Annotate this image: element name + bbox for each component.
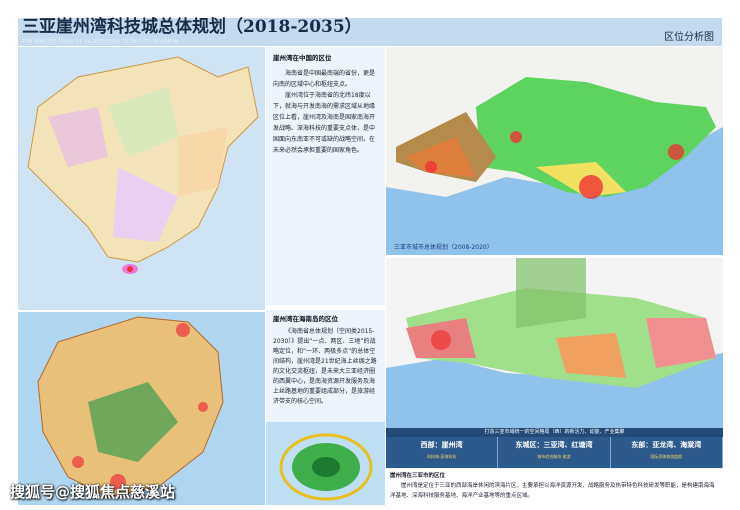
- header-band: 三亚崖州湾科技城总体规划（2018-2035） THE MASTER PLAN …: [18, 18, 722, 46]
- watermark: 搜狐号@搜狐焦点慈溪站: [10, 483, 176, 501]
- cell-title: 西部：崖州湾: [420, 441, 463, 449]
- cell-note: 科技城·深海科技: [427, 454, 457, 459]
- table-cell-east: 东部：亚龙湾、海棠湾 国际滨海旅游度假: [611, 437, 723, 468]
- paragraph: 崖州湾是定位于三亚的西部海岸休闲的滨海片区，主要承担以海洋资源开发、战略服务及热…: [390, 483, 715, 499]
- page-subtitle: THE MASTER PLAN OF YAZHOUWAN TECH CITY I…: [22, 39, 179, 45]
- section-title: 区位分析图: [664, 32, 714, 43]
- cell-note: 国际滨海旅游度假: [650, 454, 683, 459]
- hainan-location-heading: 崖州湾在海南岛的区位: [273, 315, 338, 323]
- district-table: 打造三亚市域统一的空间格局（西）的新活力、动能、产业集聚 西部：崖州湾 科技城·深…: [386, 428, 723, 468]
- paragraph: 《海南省总体规划（空间类2015-2030）》提出“一点、两区、三地”的战略定位…: [273, 328, 377, 405]
- sanya-location-heading: 崖州湾在三亚市的区位: [390, 473, 446, 479]
- sanya-location-map: 打造三亚市域统一的空间格局（西）的新活力、动能、产业集聚 西部：崖州湾 科技城·深…: [386, 258, 723, 505]
- china-location-text: 崖州湾在中国的区位 海南省是中国最南端的省份，更是向南的区域中心和枢纽支点。 崖…: [266, 47, 385, 305]
- table-banner: 打造三亚市域统一的空间格局（西）的新活力、动能、产业集聚: [386, 428, 723, 437]
- hainan-location-text: 崖州湾在海南岛的区位 《海南省总体规划（空间类2015-2030）》提出“一点、…: [266, 310, 385, 422]
- paragraph: 海南省是中国最南端的省份，更是向南的区域中心和枢纽支点。: [273, 70, 376, 88]
- table-cell-west: 西部：崖州湾 科技城·深海科技: [386, 437, 499, 468]
- cell-title: 东城区：三亚湾、红塘湾: [515, 441, 593, 449]
- sanya-plan-map: 三亚市城市总体规划（2008-2020）: [386, 47, 723, 255]
- sanya-map-caption: 三亚市城市总体规划（2008-2020）: [394, 244, 493, 251]
- cell-title: 东部：亚龙湾、海棠湾: [631, 441, 702, 449]
- sanya-location-text: 崖州湾在三亚市的区位 崖州湾是定位于三亚的西部海岸休闲的滨海片区，主要承担以海洋…: [386, 469, 723, 505]
- hainan-map: [18, 312, 265, 505]
- cell-note: 城市综合服务·旅游: [537, 454, 571, 459]
- circle-diagram-map: [266, 422, 385, 505]
- china-location-heading: 崖州湾在中国的区位: [273, 54, 332, 62]
- table-cell-center: 东城区：三亚湾、红塘湾 城市综合服务·旅游: [498, 437, 611, 468]
- page-title: 三亚崖州湾科技城总体规划（2018-2035）: [22, 17, 362, 37]
- china-map: [18, 47, 265, 310]
- paragraph: 崖州湾位于海南省的北纬18度以下，就海与开发南海的需求区域从地缘区位上看，崖州湾…: [273, 92, 376, 154]
